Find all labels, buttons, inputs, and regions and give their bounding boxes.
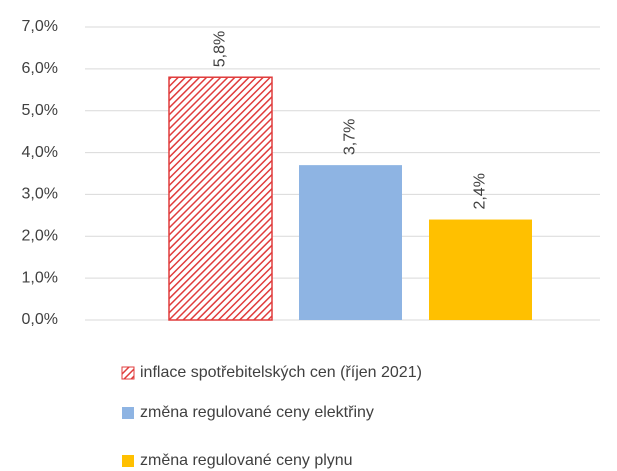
y-tick-label: 3,0%: [22, 186, 58, 203]
legend-label: inflace spotřebitelských cen (říjen 2021…: [140, 364, 422, 381]
legend-label: změna regulované ceny elektřiny: [140, 404, 374, 421]
bar: [168, 76, 273, 321]
y-tick-label: 7,0%: [22, 18, 58, 35]
bar: [429, 219, 532, 320]
value-label: 2,4%: [472, 173, 489, 209]
value-label: 3,7%: [342, 119, 359, 155]
y-tick-label: 4,0%: [22, 144, 58, 161]
y-tick-label: 0,0%: [22, 311, 58, 328]
legend-swatch: [122, 407, 134, 419]
value-label: 5,8%: [212, 31, 229, 67]
legend-label: změna regulované ceny plynu: [140, 452, 353, 469]
y-tick-label: 6,0%: [22, 60, 58, 77]
bar: [299, 165, 402, 320]
legend-swatch: [122, 455, 134, 467]
y-tick-label: 1,0%: [22, 269, 58, 286]
y-tick-label: 5,0%: [22, 102, 58, 119]
legend-swatch: [121, 366, 135, 380]
y-tick-label: 2,0%: [22, 228, 58, 245]
